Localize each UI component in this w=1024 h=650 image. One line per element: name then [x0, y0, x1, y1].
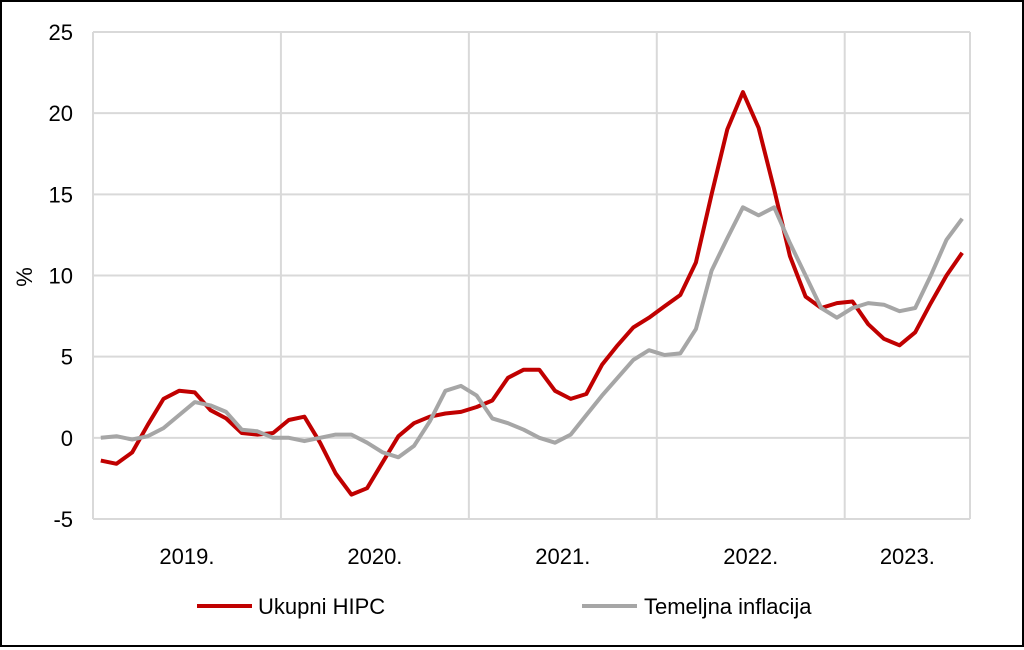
y-tick-label: 25 [49, 20, 73, 45]
legend: Ukupni HIPC Temeljna inflacija [197, 594, 812, 619]
legend-label-ukupni-hipc: Ukupni HIPC [258, 594, 385, 619]
y-tick-label: 10 [49, 264, 73, 289]
y-tick-label: 20 [49, 101, 73, 126]
y-tick-label: -5 [53, 507, 73, 532]
y-tick-label: 15 [49, 182, 73, 207]
series-lines [100, 90, 964, 497]
x-tick-label: 2021. [535, 544, 590, 569]
x-tick-label: 2023. [880, 544, 935, 569]
series-line-temeljna-inflacija [100, 205, 964, 460]
x-axis-ticks: 2019. 2020. 2021. 2022. 2023. [159, 544, 934, 569]
y-tick-label: 5 [61, 345, 73, 370]
y-axis-ticks: -5 0 5 10 15 20 25 [49, 20, 73, 532]
y-tick-label: 0 [61, 426, 73, 451]
x-tick-label: 2022. [723, 544, 778, 569]
legend-label-temeljna-inflacija: Temeljna inflacija [644, 594, 812, 619]
x-tick-label: 2019. [159, 544, 214, 569]
y-axis-label: % [12, 267, 37, 287]
grid [92, 31, 971, 520]
x-tick-label: 2020. [347, 544, 402, 569]
